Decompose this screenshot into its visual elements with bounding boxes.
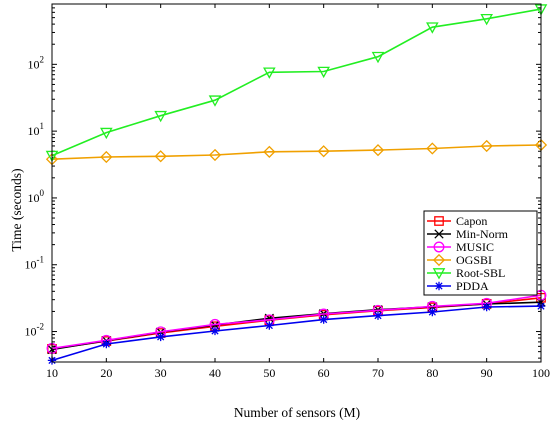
data-point-pdda (210, 326, 220, 336)
legend-marker-capon (434, 216, 444, 226)
data-point-root-sbl (480, 13, 493, 26)
data-point-pdda (265, 321, 274, 330)
series-line-pdda (51, 305, 542, 362)
legend-marker-ogsbi (432, 253, 446, 267)
data-point-root-sbl (263, 67, 276, 79)
data-point-ogsbi (426, 142, 439, 155)
data-point-root-sbl (317, 66, 330, 79)
legend-marker-min-norm (434, 229, 444, 239)
x-axis-label: Number of sensors (M) (234, 405, 360, 420)
data-point-pdda (482, 302, 491, 312)
legend-marker-root-sbl (432, 268, 446, 280)
x-tick-label: 80 (426, 366, 438, 380)
data-point-pdda (373, 311, 383, 320)
data-point-root-sbl (426, 22, 439, 34)
x-tick-label: 90 (481, 366, 493, 380)
series-line-root-sbl (51, 8, 542, 157)
data-point-ogsbi (371, 143, 385, 157)
legend-marker-music (433, 241, 445, 253)
data-point-root-sbl (208, 95, 222, 107)
series-line-music (51, 294, 542, 350)
data-point-ogsbi (317, 145, 330, 158)
data-point-pdda (102, 339, 111, 349)
x-tick-label: 20 (100, 366, 112, 380)
data-point-ogsbi (263, 145, 276, 158)
plot-frame (51, 3, 542, 363)
legend-marker-pdda (434, 281, 444, 291)
y-tick-label: 10-2 (25, 322, 45, 339)
legend-label-root-sbl: Root-SBL (456, 266, 505, 280)
legend-box (423, 210, 538, 296)
legend-label-music: MUSIC (456, 240, 494, 254)
x-tick-label: 50 (263, 366, 275, 380)
x-tick-label: 10 (46, 366, 58, 380)
x-tick-label: 60 (318, 366, 330, 380)
data-point-pdda (319, 315, 328, 324)
y-tick-label: 101 (28, 121, 45, 138)
data-point-pdda (156, 332, 165, 342)
y-tick-label: 100 (28, 188, 45, 205)
x-tick-label: 70 (372, 366, 384, 380)
data-point-ogsbi (154, 150, 167, 163)
x-tick-label: 40 (209, 366, 221, 380)
data-point-root-sbl (100, 127, 113, 140)
legend-label-capon: Capon (456, 214, 487, 228)
y-tick-label: 10-1 (25, 255, 45, 272)
data-point-pdda (428, 307, 437, 317)
y-tick-label: 102 (28, 54, 45, 71)
y-axis-label: Time (seconds) (9, 168, 24, 251)
series-line-ogsbi (51, 144, 542, 160)
data-point-ogsbi (208, 148, 222, 162)
plot-area: 10 20 30 40 50 60 70 80 90 100 10-2 10-1 100 101 102 (25, 3, 550, 380)
legend-label-min-norm: Min-Norm (456, 227, 509, 241)
data-point-ogsbi (480, 139, 493, 153)
data-point-root-sbl (154, 110, 167, 123)
data-point-root-sbl (371, 51, 385, 64)
legend-label-pdda: PDDA (456, 279, 489, 293)
x-tick-label: 30 (155, 366, 167, 380)
x-tick-label: 100 (532, 366, 550, 380)
legend-label-ogsbi: OGSBI (456, 253, 492, 267)
data-point-ogsbi (100, 150, 113, 164)
